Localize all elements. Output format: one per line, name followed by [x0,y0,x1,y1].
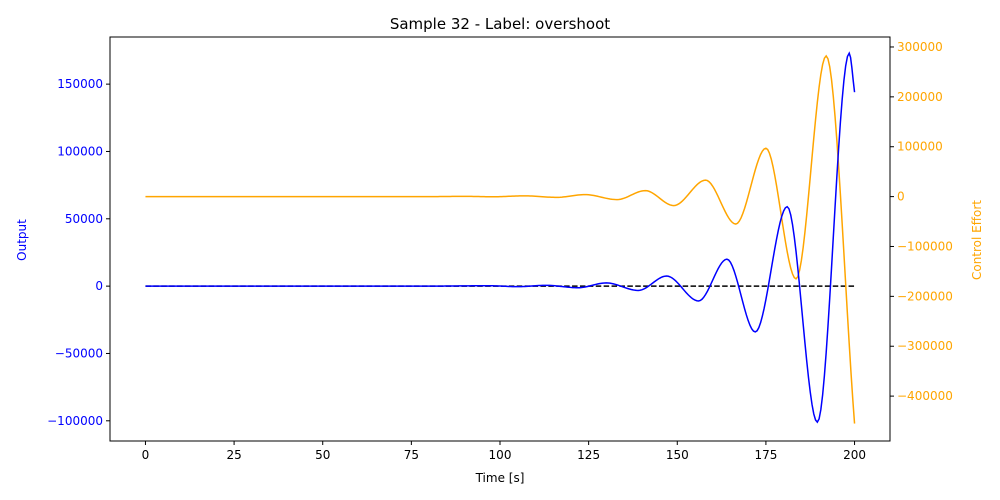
y-tick-label-left: 50000 [65,212,103,226]
y-tick-label-right: 300000 [897,40,943,54]
x-tick-label: 100 [489,448,512,462]
x-axis: 0 25 50 75 100 125 150 175 200 [142,441,866,462]
plot-frame [109,36,891,442]
y-axis-label-left: Output [15,219,29,261]
x-tick-label: 125 [577,448,600,462]
x-tick-label: 175 [754,448,777,462]
x-tick-label: 75 [404,448,419,462]
y-tick-label-right: 0 [897,190,905,204]
y-tick-label-right: −200000 [897,289,953,303]
y-axis-left: −100000 −50000 0 50000 100000 150000 [47,77,110,428]
x-tick-label: 200 [843,448,866,462]
y-tick-label-left: 150000 [57,77,103,91]
y-tick-label-right: −300000 [897,339,953,353]
y-tick-label-right: 100000 [897,140,943,154]
output-line [145,51,856,424]
y-tick-label-left: −100000 [47,414,103,428]
plot-lines [145,51,856,424]
y-tick-label-left: 0 [95,279,103,293]
x-tick-label: 0 [142,448,150,462]
chart-title: Sample 32 - Label: overshoot [390,15,610,33]
x-tick-label: 50 [315,448,330,462]
y-tick-label-left: 100000 [57,144,103,158]
y-axis-right: −400000 −300000 −200000 −100000 0 100000 20000… [890,40,953,403]
y-axis-label-right: Control Effort [970,200,984,280]
y-tick-label-right: 200000 [897,90,943,104]
y-tick-label-right: −400000 [897,389,953,403]
y-tick-label-right: −100000 [897,239,953,253]
x-axis-label: Time [s] [475,471,525,485]
x-tick-label: 25 [226,448,241,462]
x-tick-label: 150 [666,448,689,462]
control-effort-line [145,54,856,424]
y-tick-label-left: −50000 [55,346,103,360]
